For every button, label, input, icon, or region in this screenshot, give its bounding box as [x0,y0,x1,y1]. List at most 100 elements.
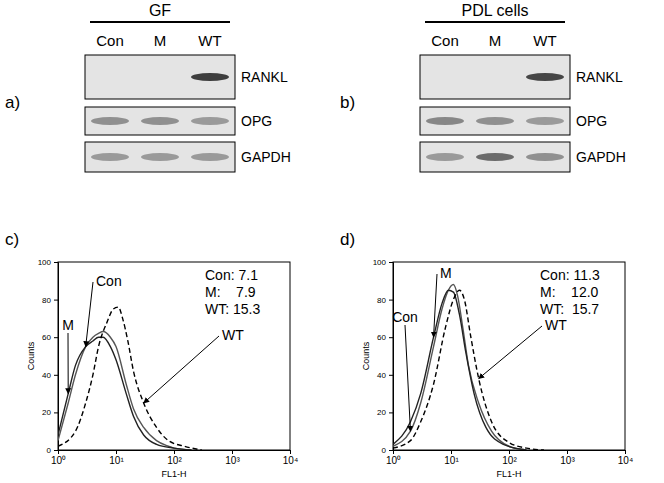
x-tick: 10⁰ [51,450,66,466]
stat-annotation: M: 12.0 [540,284,599,300]
y-tick: 100 [38,258,58,267]
gel-band [426,153,464,161]
histogram-panel: c)10⁰10¹10²10³10⁴020406080100CountsFL1-H… [5,230,298,479]
plot-frame [393,262,625,450]
y-tick-mark [389,262,393,263]
series-label: M [62,317,74,333]
y-tick-mark [389,300,393,301]
row-label: OPG [241,113,272,129]
pointer-arrow [86,282,93,347]
gel-strip [420,142,570,172]
histogram-line [393,290,526,450]
gel-band [141,153,179,161]
series-label: M [440,265,452,281]
x-tick-mark [451,450,452,454]
x-tick: 10¹ [109,450,124,466]
gel-title: PDL cells [462,2,529,19]
y-axis-title: Counts [26,341,36,370]
pointer-arrow [144,336,219,403]
x-tick: 10⁴ [618,450,633,466]
figure: a)GFConMWTRANKLOPGGAPDHb)PDL cellsConMWT… [0,0,664,483]
series-label: WT [545,317,567,333]
y-tick: 20 [42,408,58,417]
y-tick-mark [389,337,393,338]
row-label: GAPDH [241,149,291,165]
y-axis-title: Counts [361,341,371,370]
x-tick-label: 10² [167,455,182,466]
plot-frame [58,262,290,450]
x-axis: 10⁰10¹10²10³10⁴ [51,450,298,466]
x-tick-label: 10⁰ [386,455,401,466]
lane-label: Con [431,32,459,49]
y-axis-line [54,263,59,451]
x-tick-mark [567,450,568,454]
pointer-arrow [405,325,410,431]
lane-label: Con [96,32,124,49]
plot-area [393,285,544,450]
series-label: Con [96,273,122,289]
stat-annotation: M: 7.9 [205,284,256,300]
y-tick-label: 40 [42,371,51,380]
x-tick-mark [509,450,510,454]
panel-label: b) [340,93,355,112]
y-tick-mark [389,412,393,413]
histogram-line [393,285,526,450]
histogram-line [58,307,202,450]
gel-strip [420,55,570,99]
x-axis: 10⁰10¹10²10³10⁴ [386,450,633,466]
gel-band [91,153,129,161]
x-tick-label: 10³ [560,455,575,466]
gel-band [141,73,179,81]
series-label: Con [392,309,418,325]
pointer-arrow [434,274,437,337]
gel-band [426,117,464,125]
gel-band [91,73,129,81]
y-tick-label: 60 [377,333,386,342]
gel-band [476,117,514,125]
gel-band [191,117,229,125]
histogram-line [58,337,191,450]
x-axis-title: FL1-H [161,469,186,479]
plot-area [58,307,202,450]
y-tick: 20 [377,408,393,417]
y-tick: 60 [42,333,58,342]
x-axis-title: FL1-H [496,469,521,479]
gel-band [141,117,179,125]
x-tick: 10² [167,450,182,466]
y-tick-label: 100 [373,258,387,267]
x-tick-label: 10¹ [444,455,459,466]
x-tick-mark [290,450,291,454]
gel-strip [85,107,235,135]
y-tick-mark [54,300,58,301]
pointer-arrow [68,333,69,394]
x-tick-mark [116,450,117,454]
y-tick-mark [54,375,58,376]
lane-label: WT [198,32,221,49]
y-tick-mark [389,450,393,451]
panel-label: c) [5,230,19,249]
y-tick-mark [54,450,58,451]
y-tick-mark [54,412,58,413]
panel-label: a) [5,93,20,112]
row-label: GAPDH [576,149,626,165]
y-tick-mark [389,375,393,376]
y-tick-label: 20 [377,408,386,417]
y-tick-label: 60 [42,333,51,342]
x-tick: 10¹ [444,450,459,466]
stat-annotation: WT: 15.7 [540,301,599,317]
stat-annotation: Con: 11.3 [540,267,600,283]
series-label: WT [222,327,244,343]
y-axis: 020406080100 [373,258,394,455]
gel-strip [85,55,235,99]
x-tick-mark [232,450,233,454]
x-tick-mark [174,450,175,454]
gel-title: GF [149,2,171,19]
histogram-line [58,332,191,450]
y-tick: 0 [382,446,393,455]
x-tick: 10³ [560,450,575,466]
title-rule [90,21,230,23]
x-axis-line [59,451,291,455]
y-tick: 80 [42,296,58,305]
y-tick-label: 80 [377,296,386,305]
y-tick-label: 100 [38,258,52,267]
